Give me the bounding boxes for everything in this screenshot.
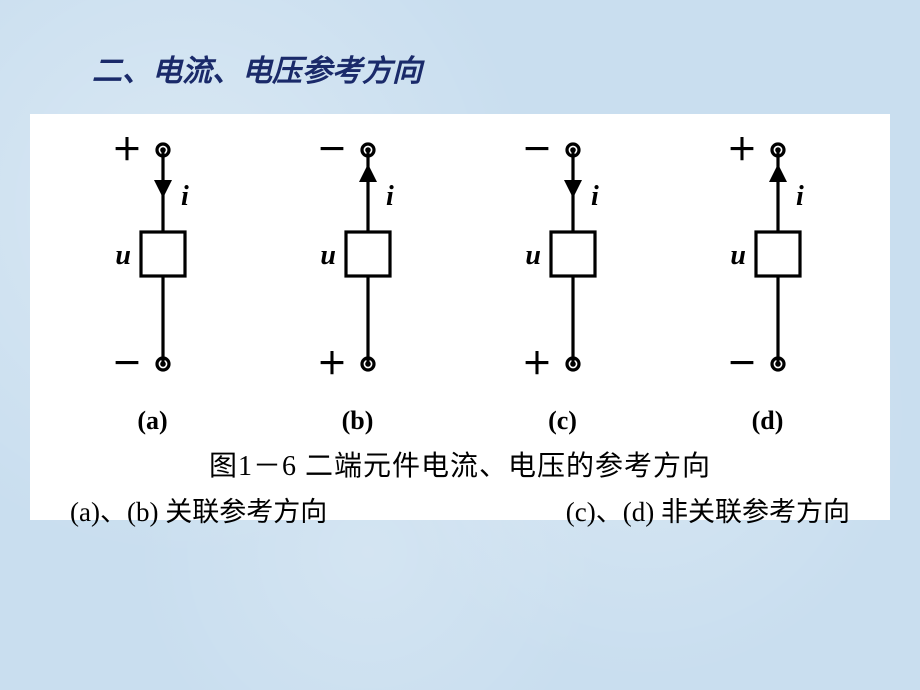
diagram-label: (c) [548, 406, 577, 436]
voltage-label: u [320, 240, 336, 271]
voltage-label: u [730, 240, 746, 271]
circuit-svg: － ＋ i u [493, 132, 633, 402]
terminal-bottom-inner [570, 361, 576, 367]
figure-subcaption: (a)、(b) 关联参考方向 (c)、(d) 非关联参考方向 [30, 490, 890, 529]
subcaption-left: (a)、(b) 关联参考方向 [70, 490, 327, 529]
current-arrow-icon [359, 164, 377, 182]
bottom-sign: － [112, 348, 142, 381]
diagrams-row: ＋ － i u (a) － ＋ i u (b) [30, 114, 890, 436]
diagram-label: (d) [752, 406, 784, 436]
terminal-top-inner [570, 147, 576, 153]
current-label: i [386, 181, 394, 212]
diagram-c: － ＋ i u (c) [473, 132, 653, 436]
current-arrow-icon [769, 164, 787, 182]
diagram-d: ＋ － i u (d) [678, 132, 858, 436]
diagram-b: － ＋ i u (b) [268, 132, 448, 436]
element-box [346, 232, 390, 276]
top-sign: － [522, 134, 552, 167]
current-label: i [796, 181, 804, 212]
circuit-svg: ＋ － i u [83, 132, 223, 402]
diagram-label: (b) [342, 406, 374, 436]
element-box [756, 232, 800, 276]
current-arrow-icon [564, 180, 582, 198]
terminal-bottom-inner [160, 361, 166, 367]
top-sign: ＋ [727, 134, 757, 167]
top-sign: － [317, 134, 347, 167]
bottom-sign: － [727, 348, 757, 381]
circuit-svg: － ＋ i u [288, 132, 428, 402]
bottom-sign: ＋ [522, 348, 552, 381]
terminal-top-inner [160, 147, 166, 153]
voltage-label: u [115, 240, 131, 271]
top-sign: ＋ [112, 134, 142, 167]
diagram-a: ＋ － i u (a) [63, 132, 243, 436]
terminal-top-inner [365, 147, 371, 153]
diagram-label: (a) [137, 406, 167, 436]
current-arrow-icon [154, 180, 172, 198]
current-label: i [591, 181, 599, 212]
terminal-bottom-inner [775, 361, 781, 367]
current-label: i [181, 181, 189, 212]
section-heading: 二、电流、电压参考方向 [92, 46, 422, 90]
figure-caption: 图1－6 二端元件电流、电压的参考方向 [30, 444, 890, 484]
terminal-top-inner [775, 147, 781, 153]
element-box [551, 232, 595, 276]
circuit-svg: ＋ － i u [698, 132, 838, 402]
element-box [141, 232, 185, 276]
voltage-label: u [525, 240, 541, 271]
subcaption-right: (c)、(d) 非关联参考方向 [566, 490, 850, 529]
terminal-bottom-inner [365, 361, 371, 367]
figure-panel: ＋ － i u (a) － ＋ i u (b) [30, 114, 890, 520]
bottom-sign: ＋ [317, 348, 347, 381]
